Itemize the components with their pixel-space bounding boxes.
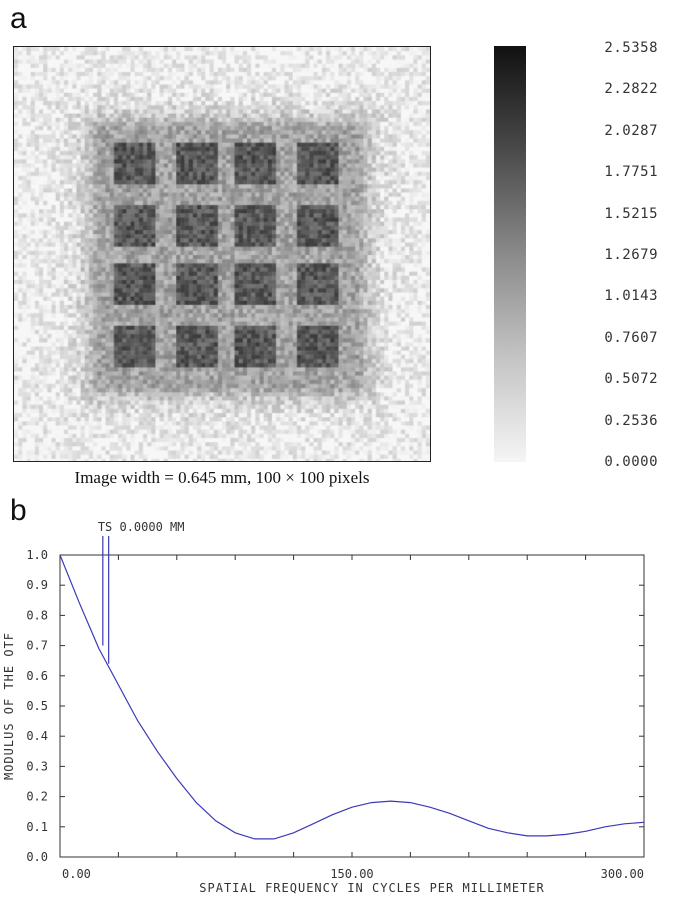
plot-frame (59, 554, 645, 858)
legend-label: TS 0.0000 MM (98, 520, 185, 534)
y-tick-label: 0.8 (26, 608, 48, 622)
y-tick-label: 0.3 (26, 759, 48, 773)
y-tick-label: 0.0 (26, 850, 48, 864)
colorbar-tick-label: 0.0000 (604, 454, 658, 470)
y-tick-label: 1.0 (26, 548, 48, 562)
y-tick-label: 0.2 (26, 790, 48, 804)
psf-image-caption: Image width = 0.645 mm, 100 × 100 pixels (74, 468, 370, 487)
y-tick-label: 0.1 (26, 820, 48, 834)
colorbar-tick-label: 2.2822 (604, 81, 658, 98)
panel-label-b: b (10, 494, 27, 527)
colorbar-tick-label: 2.0287 (604, 122, 658, 139)
otf-chart: 1.0 0.9 0.8 0.7 0.6 0.5 0.4 0.3 0.2 0.1 0.0 0.00 150… (2, 520, 645, 895)
otf-series-line (59, 554, 645, 840)
colorbar-tick-label: 1.7751 (604, 164, 658, 181)
x-tick-label: 300.00 (601, 867, 644, 881)
colorbar-tick-label: 1.5215 (604, 205, 658, 222)
colorbar-tick-label: 0.5072 (604, 371, 658, 388)
colorbar-tick-label: 1.0143 (604, 288, 658, 305)
y-tick-label: 0.4 (26, 729, 48, 743)
y-tick-label: 0.5 (26, 699, 48, 713)
psf-image-canvas (14, 47, 430, 461)
x-axis-title: SPATIAL FREQUENCY IN CYCLES PER MILLIMET… (199, 881, 544, 895)
y-tick-label: 0.9 (26, 578, 48, 592)
panel-label-a: a (10, 2, 27, 35)
y-tick-label: 0.7 (26, 639, 48, 653)
y-tick-label: 0.6 (26, 669, 48, 683)
colorbar-tick-label: 0.2536 (604, 412, 658, 429)
colorbar-tick-label: 0.7607 (604, 329, 658, 346)
colorbar (494, 46, 526, 462)
colorbar-tick-label: 2.5358 (604, 40, 658, 56)
y-axis-title: MODULUS OF THE OTF (2, 632, 16, 780)
x-tick-label: 0.00 (62, 867, 91, 881)
psf-image (13, 46, 431, 462)
x-tick-label: 150.00 (330, 867, 373, 881)
colorbar-tick-label: 1.2679 (604, 247, 658, 263)
